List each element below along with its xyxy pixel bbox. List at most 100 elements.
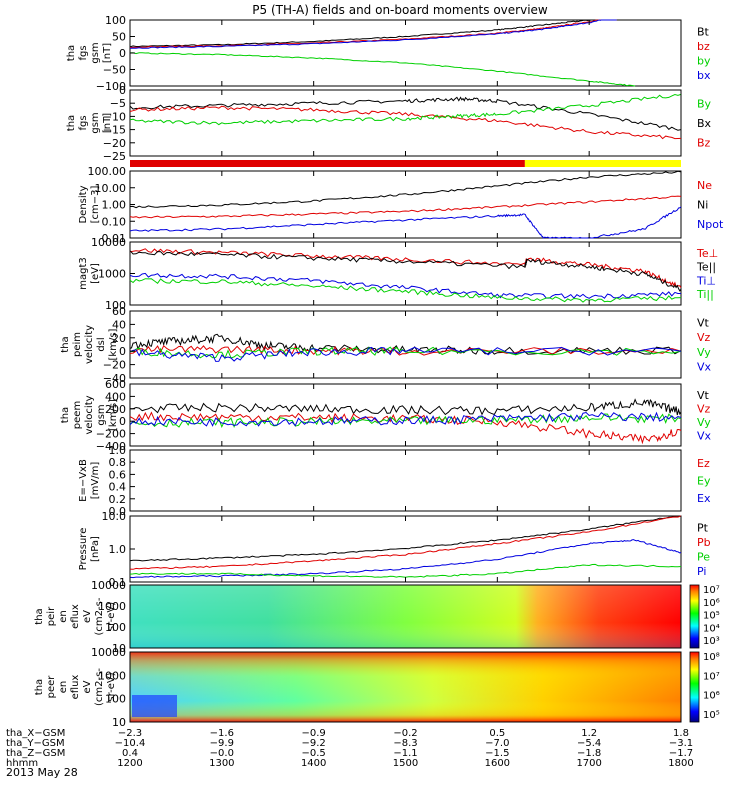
legend-fgs_gsm-0: Bt bbox=[697, 25, 710, 38]
y-axis-label: peir bbox=[46, 606, 57, 626]
ion-spectrogram-frame bbox=[129, 584, 682, 649]
y-axis-label: eflux bbox=[70, 604, 81, 629]
panel-temperature: 10000 1000 100 magt3 [eV] Te⊥Te||Ti⊥Ti|| bbox=[78, 236, 718, 312]
y-axis-label: magt3 bbox=[78, 257, 89, 290]
x-axis-value: 1800 bbox=[668, 758, 693, 769]
y-axis-label: Density bbox=[78, 185, 89, 223]
y-axis-label: tha bbox=[34, 679, 45, 695]
x-axis-value: −0.5 bbox=[302, 748, 326, 759]
y-axis-label: eV bbox=[82, 680, 93, 693]
x-axis-value: −0.0 bbox=[210, 748, 234, 759]
legend-density-2: Npot bbox=[697, 218, 724, 231]
y-tick-label: 0.1 bbox=[109, 576, 127, 589]
y-tick-label: 0.2 bbox=[109, 493, 127, 506]
panel-frame bbox=[129, 19, 682, 87]
legend-fgs_gsm-3: bx bbox=[697, 69, 711, 82]
series-density-Npot bbox=[129, 206, 682, 239]
panel-frame bbox=[129, 170, 682, 239]
y-tick-label: 10000 bbox=[91, 646, 126, 659]
electron-spectrogram-shade bbox=[130, 652, 681, 722]
x-axis-value: −0.2 bbox=[393, 728, 417, 739]
series-fgs_gsm_zoom-Bz bbox=[129, 105, 682, 140]
y-axis-label: [eV] bbox=[90, 263, 101, 284]
electron-colorbar bbox=[689, 651, 700, 723]
y-tick-label: 0 bbox=[119, 84, 126, 97]
legend-peim_velocity-0: Vt bbox=[697, 316, 710, 329]
colorbar-label: 10⁴ bbox=[703, 623, 720, 634]
x-axis-value: 1600 bbox=[485, 758, 510, 769]
state-bar-slow bbox=[524, 160, 681, 167]
x-axis-value: −7.0 bbox=[485, 738, 509, 749]
electron-spectrogram-frame bbox=[129, 651, 682, 723]
y-tick-label: 1000 bbox=[98, 669, 126, 682]
y-tick-label: 10 bbox=[112, 642, 126, 655]
colorbar-label: 10⁸ bbox=[703, 652, 720, 663]
y-axis-label: peem bbox=[72, 401, 83, 429]
panel-frame bbox=[129, 449, 682, 512]
y-axis-label: E=−VxB bbox=[78, 459, 89, 502]
colorbar-label: 10⁷ bbox=[703, 671, 720, 682]
series-peem_velocity-Vt bbox=[130, 398, 682, 416]
y-tick-label: 100.00 bbox=[88, 165, 127, 178]
x-axis-value: 1300 bbox=[209, 758, 234, 769]
y-tick-label: 1.0 bbox=[109, 543, 127, 556]
ion-colorbar bbox=[689, 584, 700, 649]
y-tick-label: 1000 bbox=[98, 600, 126, 613]
y-axis-label: [nPa] bbox=[90, 536, 101, 562]
panel-peer_spec: 10000 1000 100 10 tha peer en eflux eV (cm2-s-sr-… bbox=[34, 646, 682, 729]
legend-density-1: Ni bbox=[697, 199, 708, 212]
series-peim_velocity-Vz bbox=[129, 345, 682, 356]
y-tick-label: 0.10 bbox=[102, 215, 127, 228]
y-tick-label: 50 bbox=[112, 31, 126, 44]
legend-efield-0: Ez bbox=[697, 457, 710, 470]
y-axis-label: sr-eV) bbox=[106, 672, 117, 701]
legend-efield-1: Ey bbox=[697, 475, 711, 488]
electron-spectrogram bbox=[129, 651, 682, 723]
y-tick-label: 0.4 bbox=[109, 481, 127, 494]
x-axis-value: −1.5 bbox=[485, 748, 509, 759]
x-axis-value: 1.8 bbox=[673, 728, 689, 739]
y-axis-label: gsm bbox=[96, 404, 107, 425]
y-axis-label: [nT] bbox=[102, 43, 113, 63]
panel-fgs_gsm_zoom: 0−5−10−15−20−25 tha fgs gsm [nT] By Bx Bz bbox=[66, 84, 712, 163]
y-axis-label: [nT] bbox=[102, 113, 113, 133]
y-tick-label: 40 bbox=[112, 318, 126, 331]
x-axis-value: −1.6 bbox=[210, 728, 234, 739]
y-axis-label: dsl bbox=[96, 337, 107, 351]
ion-spectrogram bbox=[129, 584, 682, 649]
x-axis-value: 1500 bbox=[393, 758, 418, 769]
legend-peim_velocity-2: Vy bbox=[697, 346, 711, 359]
legend-pressure-3: Pi bbox=[697, 565, 706, 578]
series-fgs_gsm-Bt bbox=[129, 19, 617, 48]
series-pressure-Pt bbox=[129, 515, 682, 562]
y-axis-label: velocity bbox=[84, 325, 95, 364]
y-tick-label: 0.01 bbox=[102, 232, 127, 245]
y-tick-label: 10.00 bbox=[95, 182, 127, 195]
series-density-Ne bbox=[129, 195, 682, 219]
x-axis-row-label: tha_Z−GSM bbox=[6, 748, 65, 759]
legend-peim_velocity-3: Vx bbox=[697, 361, 712, 374]
y-tick-label: −5 bbox=[110, 97, 126, 110]
y-tick-label: 0.8 bbox=[109, 456, 127, 469]
x-axis-value: −1.8 bbox=[577, 748, 601, 759]
y-axis-label: [km/s] bbox=[108, 399, 119, 431]
y-tick-label: −25 bbox=[103, 150, 126, 163]
y-axis-label: gsm bbox=[90, 112, 101, 133]
colorbar-label: 10⁵ bbox=[703, 611, 720, 622]
legend-temperature-2: Ti⊥ bbox=[696, 274, 716, 287]
y-tick-label: 0.6 bbox=[109, 468, 127, 481]
x-axis-annotation: tha_X−GSM −2.3 −1.6 −0.9 −0.2 0.5 1.2 1.8 tha_Y−… bbox=[6, 728, 694, 769]
y-axis-label: fgs bbox=[78, 45, 89, 60]
y-tick-label: 600 bbox=[105, 378, 126, 391]
y-tick-label: 100 bbox=[105, 299, 126, 312]
y-tick-label: 60 bbox=[112, 305, 126, 318]
y-tick-label: −10 bbox=[103, 110, 126, 123]
panel-frame bbox=[129, 310, 682, 379]
x-axis-row-label: hhmm bbox=[6, 758, 38, 769]
y-tick-label: 0 bbox=[119, 345, 126, 358]
y-tick-label: −100 bbox=[96, 80, 126, 93]
y-tick-label: 1.00 bbox=[102, 199, 127, 212]
